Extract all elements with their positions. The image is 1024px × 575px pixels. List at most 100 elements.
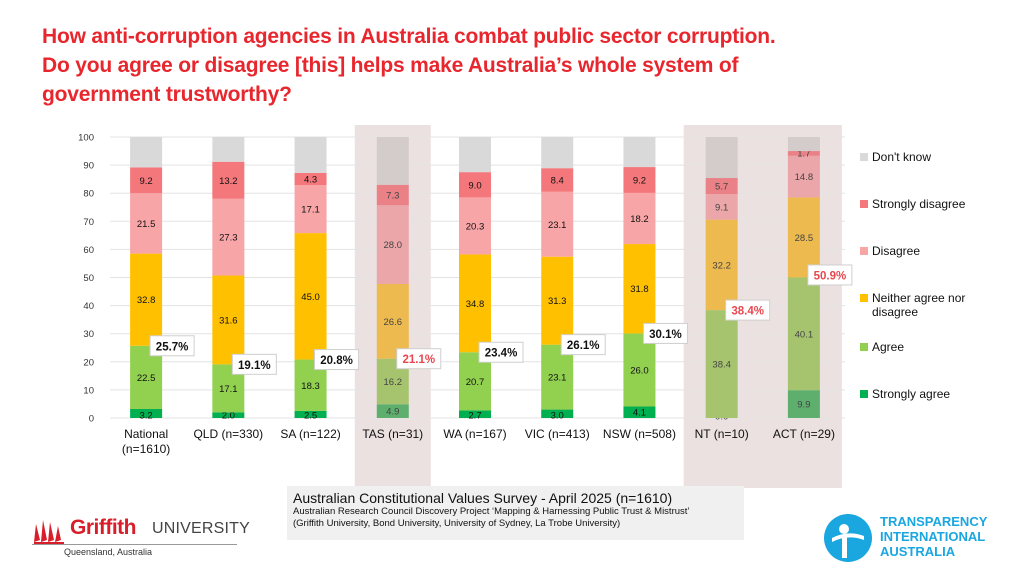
data-label: 26.0 [630, 365, 649, 376]
data-label: 9.0 [468, 180, 481, 191]
callout-label: 38.4% [731, 306, 764, 318]
data-label: 2.0 [222, 411, 235, 422]
bar-segment [294, 233, 327, 360]
legend-label: Disagree [872, 244, 921, 258]
legend-item: Strongly agree [860, 387, 950, 401]
callout-label: 21.1% [402, 354, 435, 366]
legend-swatch [860, 153, 868, 161]
bar-segment [705, 178, 738, 195]
source-universities: (Griffith University, Bond University, U… [293, 518, 621, 529]
callout-label: 26.1% [567, 340, 600, 352]
data-label: 4.9 [386, 407, 399, 418]
y-tick-label: 20 [83, 357, 94, 368]
y-tick-label: 90 [83, 161, 94, 172]
bar-segment [623, 137, 656, 168]
bar-segment [459, 172, 491, 198]
griffith-university-text: UNIVERSITY [152, 520, 251, 537]
data-label: 9.9 [797, 400, 810, 411]
legend-label: Strongly agree [872, 387, 951, 401]
bar-segment [541, 137, 574, 169]
callout-label: 20.8% [320, 355, 353, 367]
bar-segment [212, 161, 245, 199]
data-label: 3.0 [551, 411, 564, 422]
legend-swatch [860, 343, 868, 351]
bar-segment [130, 137, 163, 168]
data-label: 4.1 [633, 408, 646, 419]
data-label: 22.5 [137, 373, 156, 384]
bar-segment [623, 192, 656, 245]
data-label: 2.7 [468, 411, 481, 422]
bar-segment [787, 197, 820, 278]
callout-box [231, 353, 277, 375]
transparency-international-logo: TRANSPARENCY INTERNATIONAL AUSTRALIA [822, 510, 1022, 566]
bar-segment [212, 137, 245, 162]
data-label: 26.6 [384, 317, 403, 328]
bar-segment [787, 137, 820, 152]
ti-wordmark: TRANSPARENCY INTERNATIONAL AUSTRALIA [880, 514, 987, 559]
x-category-label: National [124, 427, 168, 441]
x-category-label: SA (n=122) [280, 427, 340, 441]
data-label: 8.4 [551, 175, 564, 186]
source-box: Australian Constitutional Values Survey … [287, 486, 744, 540]
y-tick-label: 10 [83, 385, 94, 396]
bar-segment [212, 198, 245, 276]
data-label: 21.5 [137, 219, 156, 230]
callout-box [314, 349, 360, 371]
legend-item: Don't know [860, 150, 931, 164]
bar-segment [130, 193, 163, 254]
y-tick-label: 100 [78, 133, 94, 144]
bar-segment [459, 254, 491, 353]
bar-segment [130, 409, 163, 418]
bar-segment [376, 283, 409, 359]
y-tick-label: 80 [83, 189, 94, 200]
legend-swatch [860, 247, 868, 255]
griffith-divider [32, 544, 237, 545]
bar-segment [541, 256, 574, 345]
callout-label: 50.9% [814, 270, 847, 282]
bar-segment [294, 172, 327, 186]
bar-segment [294, 185, 327, 234]
data-label: 23.1 [548, 373, 567, 384]
bar-segment [787, 390, 820, 418]
data-label: 31.8 [630, 284, 649, 295]
legend-label: Don't know [872, 150, 931, 164]
data-label: 27.3 [219, 233, 238, 244]
data-label: 13.2 [219, 176, 238, 187]
ti-line-2: INTERNATIONAL [880, 529, 986, 544]
bar-segment [212, 412, 245, 418]
data-label: 40.1 [795, 329, 814, 340]
griffith-wordmark: Griffith [70, 516, 136, 539]
bar-segment [459, 410, 491, 418]
bar-segment [623, 167, 656, 193]
y-tick-label: 40 [83, 301, 94, 312]
data-label: 32.2 [712, 260, 731, 271]
title-line-2: Do you agree or disagree [this] helps ma… [42, 54, 739, 77]
y-tick-label: 50 [83, 273, 94, 284]
data-label: 9.2 [633, 175, 646, 186]
bar-segment [212, 275, 245, 365]
bar-segment [376, 184, 409, 206]
legend-swatch [860, 294, 868, 302]
data-label: 31.6 [219, 315, 238, 326]
data-label: 4.3 [304, 175, 317, 186]
x-category-label: NT (n=10) [695, 427, 749, 441]
legend-swatch [860, 390, 868, 398]
bar-segment [376, 205, 409, 284]
x-category-label: QLD (n=330) [193, 427, 263, 441]
legend-label: Agree [872, 340, 905, 354]
bar-segment [130, 253, 163, 346]
bar-segment [705, 310, 738, 418]
bar-segment [294, 137, 327, 173]
data-label: 2.5 [304, 411, 317, 422]
bar-segment [541, 344, 574, 410]
bar-segment [787, 151, 820, 156]
y-tick-label: 0 [89, 414, 94, 425]
griffith-flame-icon [34, 520, 64, 544]
griffith-university-logo: Griffith UNIVERSITY Queensland, Australi… [32, 514, 250, 560]
bar-segment [130, 345, 163, 410]
y-tick-label: 70 [83, 217, 94, 228]
data-label: 20.3 [466, 221, 485, 232]
bar-segment [459, 197, 491, 255]
data-label: 7.3 [386, 191, 399, 202]
x-category-label: NSW (n=508) [603, 427, 676, 441]
